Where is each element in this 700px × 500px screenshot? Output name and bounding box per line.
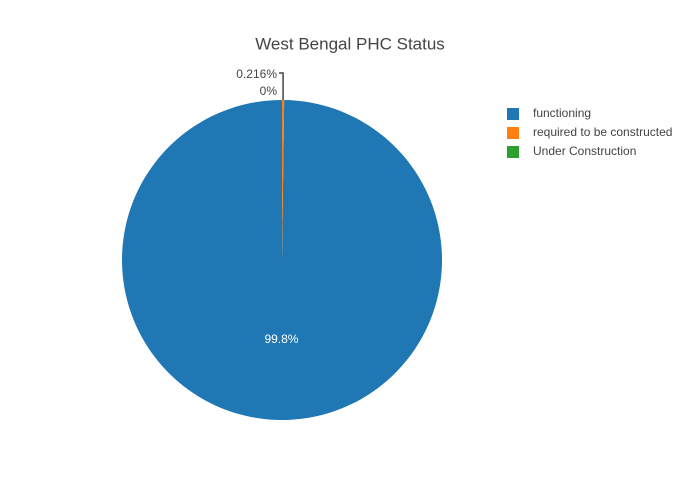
legend-swatch [507, 108, 519, 120]
legend-label: required to be constructed [533, 125, 672, 139]
legend-label: Under Construction [533, 144, 636, 158]
label-leader [279, 72, 284, 101]
chart-title: West Bengal PHC Status [255, 34, 445, 53]
legend-label: functioning [533, 106, 591, 120]
pie-slice [121, 100, 442, 420]
pie-slice [282, 100, 285, 260]
legend-swatch [507, 127, 519, 139]
slice-label: 0% [260, 84, 278, 98]
legend-swatch [507, 146, 519, 158]
slice-label: 99.8% [264, 332, 298, 346]
slice-label: 0.216% [236, 67, 277, 81]
